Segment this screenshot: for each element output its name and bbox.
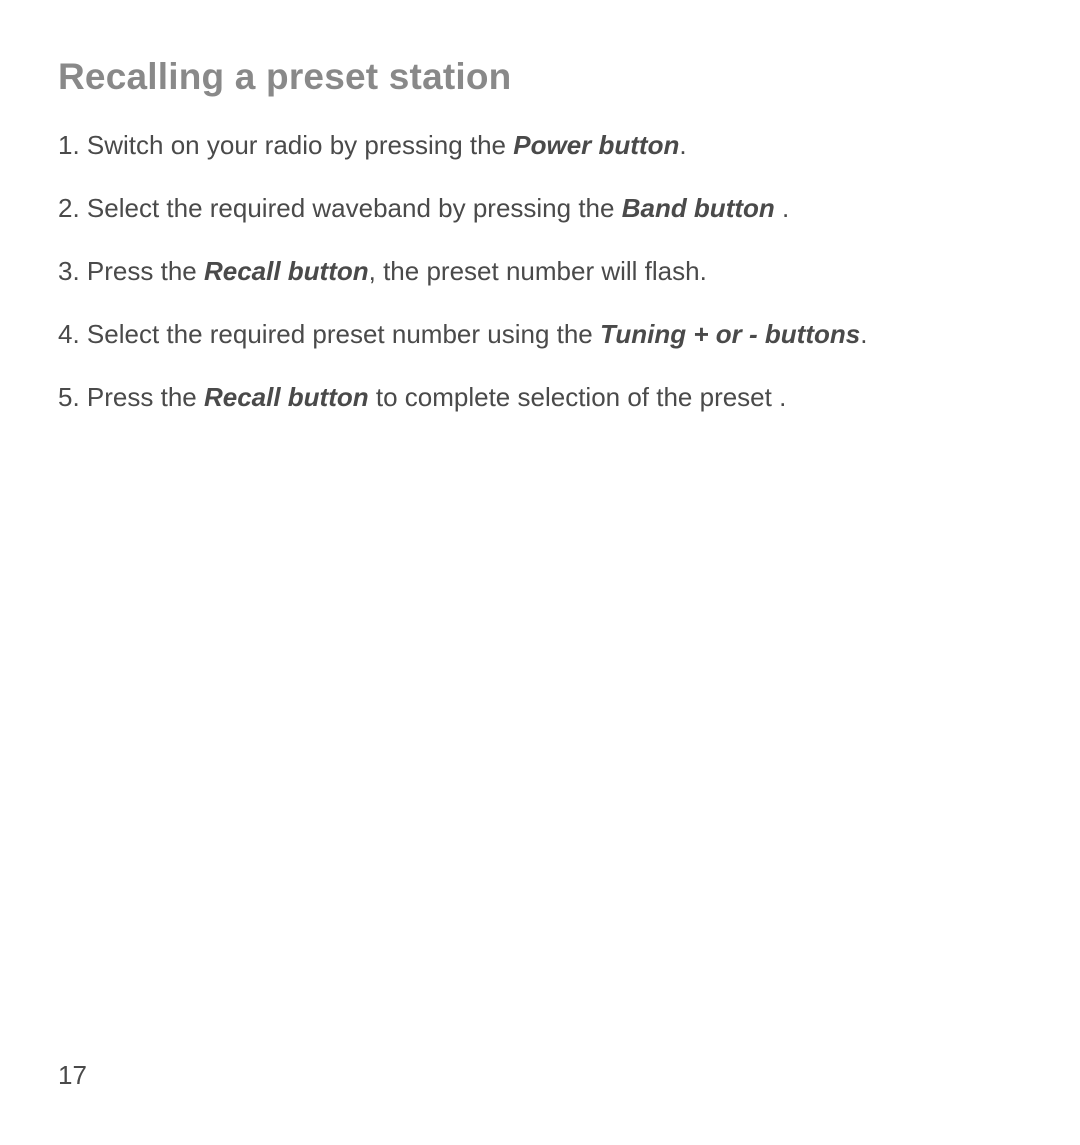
- step-text-pre: Select the required preset number using …: [80, 319, 600, 349]
- manual-page: Recalling a preset station 1. Switch on …: [0, 0, 1080, 1145]
- step-item: 2. Select the required waveband by press…: [58, 191, 1022, 226]
- step-text-pre: Press the: [80, 382, 204, 412]
- step-text-bold: Tuning + or - buttons: [600, 319, 860, 349]
- step-number: 1.: [58, 130, 80, 160]
- step-text-bold: Band button: [622, 193, 775, 223]
- steps-list: 1. Switch on your radio by pressing the …: [58, 128, 1022, 415]
- step-text-pre: Switch on your radio by pressing the: [80, 130, 514, 160]
- step-item: 3. Press the Recall button, the preset n…: [58, 254, 1022, 289]
- step-text-bold: Recall button: [204, 256, 369, 286]
- step-text-post: .: [775, 193, 789, 223]
- step-number: 4.: [58, 319, 80, 349]
- step-text-post: to complete selection of the preset .: [369, 382, 787, 412]
- step-item: 5. Press the Recall button to complete s…: [58, 380, 1022, 415]
- page-title: Recalling a preset station: [58, 56, 1022, 98]
- step-item: 4. Select the required preset number usi…: [58, 317, 1022, 352]
- step-text-post: .: [679, 130, 686, 160]
- page-number: 17: [58, 1060, 87, 1091]
- step-text-post: .: [860, 319, 867, 349]
- step-number: 2.: [58, 193, 80, 223]
- step-text-bold: Power button: [513, 130, 679, 160]
- step-text-pre: Press the: [80, 256, 204, 286]
- step-number: 5.: [58, 382, 80, 412]
- step-number: 3.: [58, 256, 80, 286]
- step-item: 1. Switch on your radio by pressing the …: [58, 128, 1022, 163]
- step-text-bold: Recall button: [204, 382, 369, 412]
- step-text-post: , the preset number will flash.: [369, 256, 707, 286]
- step-text-pre: Select the required waveband by pressing…: [80, 193, 622, 223]
